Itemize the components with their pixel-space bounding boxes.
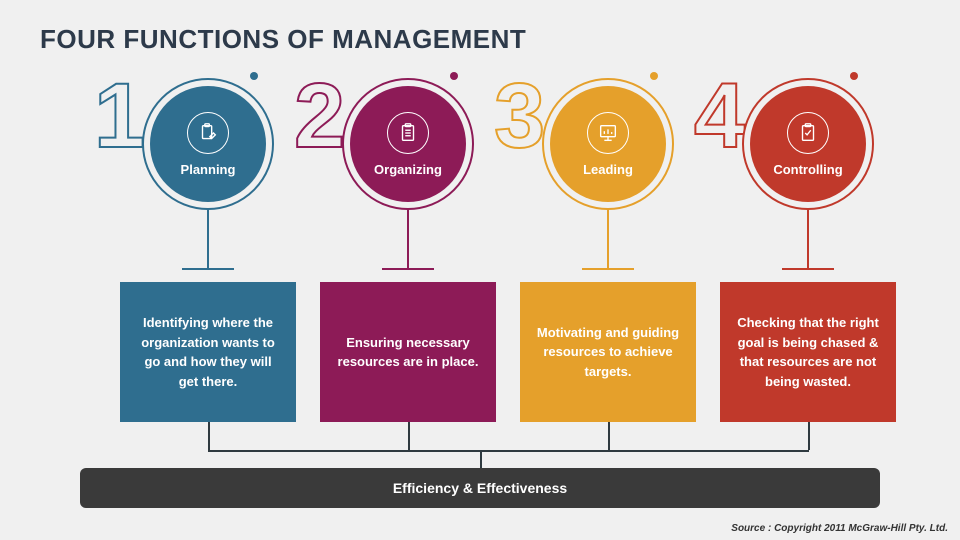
circle-label-3: Leading	[583, 162, 633, 177]
presentation-chart-icon	[587, 112, 629, 154]
circle-label-4: Controlling	[773, 162, 842, 177]
connector-v-2	[408, 422, 410, 450]
clipboard-list-icon	[387, 112, 429, 154]
stem-4	[807, 210, 809, 270]
connector-v-4	[808, 422, 810, 450]
connector-v-3	[608, 422, 610, 450]
number-dot-2	[450, 72, 458, 80]
stem-base-4	[782, 268, 834, 270]
clipboard-pencil-icon	[187, 112, 229, 154]
diagram-stage: 1 Planning Identifying where the organiz…	[0, 70, 960, 540]
circle-inner-2: Organizing	[350, 86, 466, 202]
stem-base-3	[582, 268, 634, 270]
page-title: FOUR FUNCTIONS OF MANAGEMENT	[40, 24, 526, 55]
connector-v-1	[208, 422, 210, 450]
circle-inner-4: Controlling	[750, 86, 866, 202]
circle-inner-1: Planning	[150, 86, 266, 202]
connector-h	[208, 450, 809, 452]
stem-2	[407, 210, 409, 270]
stem-1	[207, 210, 209, 270]
circle-inner-3: Leading	[550, 86, 666, 202]
desc-box-3: Motivating and guiding resources to achi…	[520, 282, 696, 422]
number-dot-3	[650, 72, 658, 80]
bottom-bar: Efficiency & Effectiveness	[80, 468, 880, 508]
stem-base-2	[382, 268, 434, 270]
circle-label-2: Organizing	[374, 162, 442, 177]
stem-base-1	[182, 268, 234, 270]
number-dot-4	[850, 72, 858, 80]
number-3: 3	[494, 70, 545, 162]
number-2: 2	[294, 70, 345, 162]
desc-box-4: Checking that the right goal is being ch…	[720, 282, 896, 422]
number-dot-1	[250, 72, 258, 80]
connector-center-v	[480, 450, 482, 468]
number-4: 4	[694, 70, 745, 162]
source-text: Source : Copyright 2011 McGraw-Hill Pty.…	[731, 523, 948, 534]
number-1: 1	[94, 70, 145, 162]
desc-box-2: Ensuring necessary resources are in plac…	[320, 282, 496, 422]
clipboard-check-icon	[787, 112, 829, 154]
desc-box-1: Identifying where the organization wants…	[120, 282, 296, 422]
stem-3	[607, 210, 609, 270]
circle-label-1: Planning	[181, 162, 236, 177]
